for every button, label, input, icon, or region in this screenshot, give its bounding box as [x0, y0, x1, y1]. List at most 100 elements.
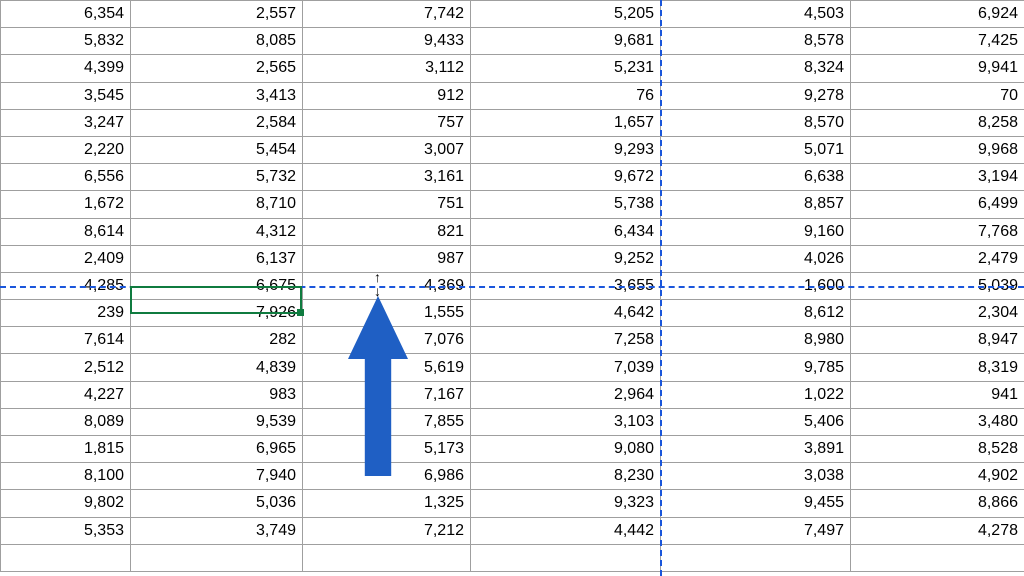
cell[interactable]: 1,672: [1, 191, 131, 218]
cell[interactable]: 4,227: [1, 381, 131, 408]
cell[interactable]: [471, 544, 661, 571]
cell[interactable]: 757: [303, 109, 471, 136]
cell[interactable]: 8,866: [851, 490, 1024, 517]
cell[interactable]: 4,026: [661, 245, 851, 272]
cell[interactable]: 7,742: [303, 1, 471, 28]
cell[interactable]: 9,455: [661, 490, 851, 517]
cell[interactable]: 9,252: [471, 245, 661, 272]
cell[interactable]: 4,399: [1, 55, 131, 82]
cell[interactable]: 2,512: [1, 354, 131, 381]
cell[interactable]: 5,173: [303, 436, 471, 463]
cell[interactable]: 8,578: [661, 28, 851, 55]
data-grid[interactable]: 6,3542,5577,7425,2054,5036,924 5,8328,085…: [0, 0, 1024, 572]
cell[interactable]: 5,832: [1, 28, 131, 55]
cell[interactable]: 3,112: [303, 55, 471, 82]
cell[interactable]: 6,924: [851, 1, 1024, 28]
cell[interactable]: 5,071: [661, 136, 851, 163]
cell[interactable]: 5,353: [1, 517, 131, 544]
cell[interactable]: 4,278: [851, 517, 1024, 544]
cell[interactable]: 6,499: [851, 191, 1024, 218]
cell[interactable]: 3,038: [661, 463, 851, 490]
cell[interactable]: 751: [303, 191, 471, 218]
cell[interactable]: 4,902: [851, 463, 1024, 490]
cell[interactable]: 9,080: [471, 436, 661, 463]
cell[interactable]: 6,354: [1, 1, 131, 28]
cell[interactable]: 1,657: [471, 109, 661, 136]
cell[interactable]: 7,076: [303, 327, 471, 354]
cell[interactable]: 2,565: [131, 55, 303, 82]
cell[interactable]: 983: [131, 381, 303, 408]
cell[interactable]: 2,557: [131, 1, 303, 28]
cell[interactable]: 8,319: [851, 354, 1024, 381]
cell[interactable]: 1,022: [661, 381, 851, 408]
cell[interactable]: 4,642: [471, 300, 661, 327]
cell[interactable]: 3,194: [851, 164, 1024, 191]
cell[interactable]: 4,285: [1, 272, 131, 299]
cell[interactable]: 6,986: [303, 463, 471, 490]
cell[interactable]: 7,926: [131, 300, 303, 327]
cell[interactable]: 9,539: [131, 408, 303, 435]
cell[interactable]: 70: [851, 82, 1024, 109]
cell[interactable]: 9,433: [303, 28, 471, 55]
cell[interactable]: 3,480: [851, 408, 1024, 435]
cell[interactable]: 4,369: [303, 272, 471, 299]
cell[interactable]: 3,103: [471, 408, 661, 435]
cell[interactable]: 987: [303, 245, 471, 272]
cell[interactable]: 7,167: [303, 381, 471, 408]
cell[interactable]: 7,425: [851, 28, 1024, 55]
cell[interactable]: 5,454: [131, 136, 303, 163]
cell[interactable]: 3,749: [131, 517, 303, 544]
cell[interactable]: 5,205: [471, 1, 661, 28]
cell[interactable]: 9,968: [851, 136, 1024, 163]
cell[interactable]: 8,857: [661, 191, 851, 218]
cell[interactable]: 9,672: [471, 164, 661, 191]
cell[interactable]: 3,247: [1, 109, 131, 136]
cell[interactable]: 8,230: [471, 463, 661, 490]
cell[interactable]: 3,891: [661, 436, 851, 463]
cell[interactable]: 8,710: [131, 191, 303, 218]
cell[interactable]: 9,941: [851, 55, 1024, 82]
cell[interactable]: 7,855: [303, 408, 471, 435]
cell[interactable]: 8,324: [661, 55, 851, 82]
cell[interactable]: 3,545: [1, 82, 131, 109]
cell[interactable]: 2,479: [851, 245, 1024, 272]
cell[interactable]: 1,325: [303, 490, 471, 517]
cell[interactable]: 9,681: [471, 28, 661, 55]
cell[interactable]: 8,947: [851, 327, 1024, 354]
cell[interactable]: 8,612: [661, 300, 851, 327]
cell[interactable]: 9,785: [661, 354, 851, 381]
cell[interactable]: 941: [851, 381, 1024, 408]
cell[interactable]: 1,555: [303, 300, 471, 327]
cell[interactable]: 8,085: [131, 28, 303, 55]
cell[interactable]: 7,212: [303, 517, 471, 544]
cell[interactable]: 5,039: [851, 272, 1024, 299]
cell[interactable]: 4,503: [661, 1, 851, 28]
spreadsheet-viewport[interactable]: 6,3542,5577,7425,2054,5036,924 5,8328,085…: [0, 0, 1024, 576]
cell[interactable]: 8,089: [1, 408, 131, 435]
cell[interactable]: 912: [303, 82, 471, 109]
cell[interactable]: 6,556: [1, 164, 131, 191]
cell[interactable]: 5,738: [471, 191, 661, 218]
cell[interactable]: 5,036: [131, 490, 303, 517]
cell[interactable]: [131, 544, 303, 571]
cell[interactable]: 5,231: [471, 55, 661, 82]
cell[interactable]: 76: [471, 82, 661, 109]
cell[interactable]: 8,570: [661, 109, 851, 136]
cell[interactable]: 9,323: [471, 490, 661, 517]
cell[interactable]: 6,675: [131, 272, 303, 299]
cell[interactable]: 9,160: [661, 218, 851, 245]
cell[interactable]: 7,497: [661, 517, 851, 544]
cell[interactable]: 9,278: [661, 82, 851, 109]
cell[interactable]: 3,161: [303, 164, 471, 191]
cell[interactable]: 8,528: [851, 436, 1024, 463]
cell[interactable]: 8,614: [1, 218, 131, 245]
cell[interactable]: 5,619: [303, 354, 471, 381]
cell[interactable]: 7,258: [471, 327, 661, 354]
cell[interactable]: 2,584: [131, 109, 303, 136]
cell[interactable]: 4,839: [131, 354, 303, 381]
cell[interactable]: 2,409: [1, 245, 131, 272]
cell[interactable]: 2,304: [851, 300, 1024, 327]
cell[interactable]: 282: [131, 327, 303, 354]
cell[interactable]: 2,220: [1, 136, 131, 163]
cell[interactable]: 4,442: [471, 517, 661, 544]
